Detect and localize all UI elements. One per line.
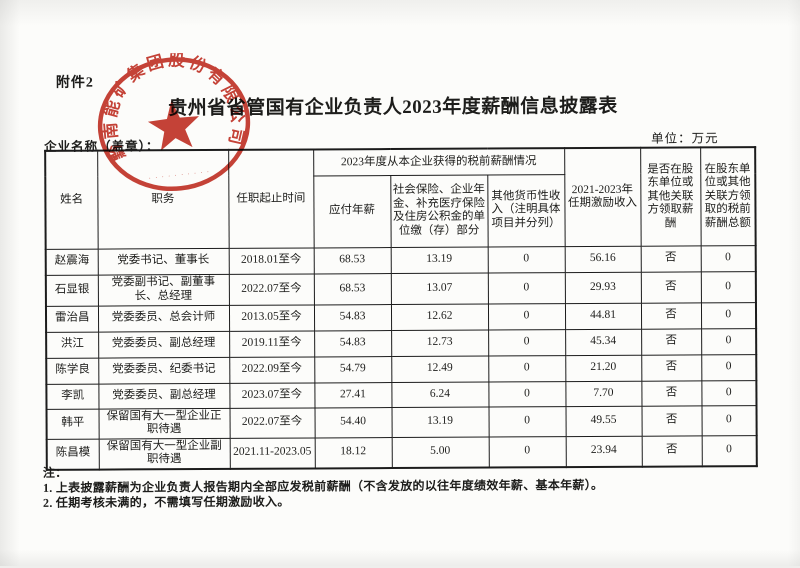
table-cell: 6.24 <box>391 381 489 408</box>
seal-serial-marks: · · · · · · · · · · <box>149 169 211 182</box>
table-cell: 韩平 <box>46 408 99 439</box>
table-cell: 0 <box>488 381 566 407</box>
table-cell: 0 <box>487 272 565 304</box>
table-cell: 2018.01至今 <box>228 247 314 274</box>
footnotes: 注： 1. 上表披露薪酬为企业负责人报告期内全部应发税前薪酬（不含发放的以往年度… <box>43 463 604 511</box>
unit-label: 单位：万元 <box>651 131 719 146</box>
table-cell: 否 <box>641 328 702 355</box>
col-header-other-income: 其他货币性收入（注明具体项目并分列） <box>487 174 565 247</box>
table-cell: 否 <box>640 245 701 272</box>
table-row: 李凯 党委委员、副总经理 2023.07至今 27.41 6.24 0 7.70 否 0 <box>46 380 757 409</box>
table-body: 赵震海 党委书记、董事长 2018.01至今 68.53 13.19 0 56.16 否 0 石显… <box>45 245 757 470</box>
table-cell: 12.73 <box>391 329 489 357</box>
table-cell: 12.49 <box>391 355 489 383</box>
col-header-related-party-total: 在股东单位或其他关联方领取的税前薪酬总额 <box>700 147 756 246</box>
table-cell: 0 <box>488 355 566 382</box>
table-cell: 45.34 <box>565 328 642 356</box>
table-cell: 0 <box>487 246 565 273</box>
table-cell: 54.83 <box>314 330 392 357</box>
footnote-item: 2. 任期考核未满的，不需填写任期激励收入。 <box>42 494 290 510</box>
table-cell: 0 <box>701 380 757 406</box>
table-cell: 44.81 <box>564 302 642 330</box>
table-cell: 洪江 <box>46 331 99 358</box>
table-cell: 27.41 <box>314 382 392 408</box>
table-cell: 13.19 <box>391 406 489 438</box>
table-cell: 0 <box>701 435 757 466</box>
table-cell: 否 <box>641 354 702 381</box>
table-cell: 7.70 <box>565 380 642 407</box>
table-cell: 党委委员、总会计师 <box>97 304 230 332</box>
table-row: 洪江 党委委员、副总经理 2019.11至今 54.83 12.73 0 45.34 否 0 <box>46 328 757 358</box>
table-cell: 21.20 <box>565 354 642 382</box>
table-cell: 2013.05至今 <box>228 304 315 331</box>
table-cell: 0 <box>487 303 566 330</box>
table-row: 韩平 保留国有大一型企业正职待遇 2022.07至今 54.40 13.19 0 49.55… <box>46 405 757 439</box>
seal-ring <box>97 57 251 192</box>
table-cell: 54.79 <box>314 356 392 383</box>
table-cell: 否 <box>641 380 702 406</box>
table-cell: 68.53 <box>313 273 391 305</box>
table-cell: 党委副书记、副董事长、总经理 <box>97 273 229 306</box>
table-cell: 2022.09至今 <box>229 356 315 383</box>
col-header-insurance: 社会保险、企业年金、补充医疗保险及住房公积金的单位缴（存）部分 <box>390 174 488 248</box>
table-cell: 12.62 <box>390 303 489 331</box>
table-row: 陈学良 党委委员、纪委书记 2022.09至今 54.79 12.49 0 21.20 否 0 <box>46 354 757 384</box>
table-cell: 2023.07至今 <box>229 382 315 408</box>
table-row: 石显银 党委副书记、副董事长、总经理 2022.07至今 68.53 13.07 0 29.… <box>45 271 756 306</box>
col-header-payable-salary: 应付年薪 <box>313 175 391 248</box>
table-cell: 54.83 <box>313 304 392 331</box>
attachment-label: 附件2 <box>55 75 94 91</box>
table-cell: 0 <box>700 271 756 303</box>
table-cell: 否 <box>641 405 702 436</box>
table-cell: 党委委员、纪委书记 <box>98 356 230 384</box>
company-seal-stamp: 黔南能矿集团股份有限公司 · · · · · · · · · · <box>93 53 251 192</box>
table-cell: 2022.07至今 <box>229 407 315 438</box>
col-header-term-incentive: 2021-2023年任期激励收入 <box>564 147 641 247</box>
table-row: 雷治昌 党委委员、总会计师 2013.05至今 54.83 12.62 0 44.81 否 0 <box>45 302 757 332</box>
table-cell: 0 <box>701 328 757 355</box>
table-row: 赵震海 党委书记、董事长 2018.01至今 68.53 13.19 0 56.16 否 0 <box>45 245 756 275</box>
table-cell: 否 <box>640 271 701 303</box>
table-cell: 29.93 <box>564 271 641 304</box>
table-cell: 13.19 <box>390 246 488 274</box>
table-cell: 0 <box>700 302 757 329</box>
table-cell: 0 <box>701 354 757 381</box>
table-cell: 0 <box>488 329 566 356</box>
table-cell: 保留国有大一型企业正职待遇 <box>98 407 230 439</box>
table-cell: 56.16 <box>564 245 641 273</box>
table-cell: 23.94 <box>565 435 642 467</box>
col-header-name: 姓名 <box>45 150 98 249</box>
footnote-item: 1. 上表披露薪酬为企业负责人报告期内全部应发税前薪酬（不含发放的以往年度绩效年… <box>42 477 604 495</box>
table-cell: 陈学良 <box>46 357 99 384</box>
table-cell: 0 <box>488 406 566 437</box>
table-cell: 否 <box>640 302 702 329</box>
table-cell: 赵震海 <box>45 248 98 275</box>
table-cell: 党委委员、副总经理 <box>98 330 230 358</box>
table-cell: 石显银 <box>45 274 98 306</box>
table-cell: 否 <box>641 435 702 467</box>
seal-star-icon <box>147 100 199 151</box>
table-cell: 0 <box>700 245 756 272</box>
table-cell: 李凯 <box>46 383 99 409</box>
table-cell: 49.55 <box>565 405 642 437</box>
table-cell: 党委书记、董事长 <box>97 247 229 275</box>
table-cell: 54.40 <box>314 407 392 438</box>
table-cell: 2019.11至今 <box>229 330 315 357</box>
table-cell: 13.07 <box>390 272 488 305</box>
col-header-salary-group: 2023年度从本企业获得的税前薪酬情况 <box>313 148 565 176</box>
table-cell: 雷治昌 <box>45 305 99 332</box>
table-cell: 党委委员、副总经理 <box>98 382 230 409</box>
col-header-related-party-paid: 是否在股东单位或其他关联方领取薪酬 <box>640 147 701 246</box>
table-cell: 2022.07至今 <box>228 273 314 305</box>
table-cell: 68.53 <box>313 247 391 274</box>
table-cell: 0 <box>701 405 757 436</box>
